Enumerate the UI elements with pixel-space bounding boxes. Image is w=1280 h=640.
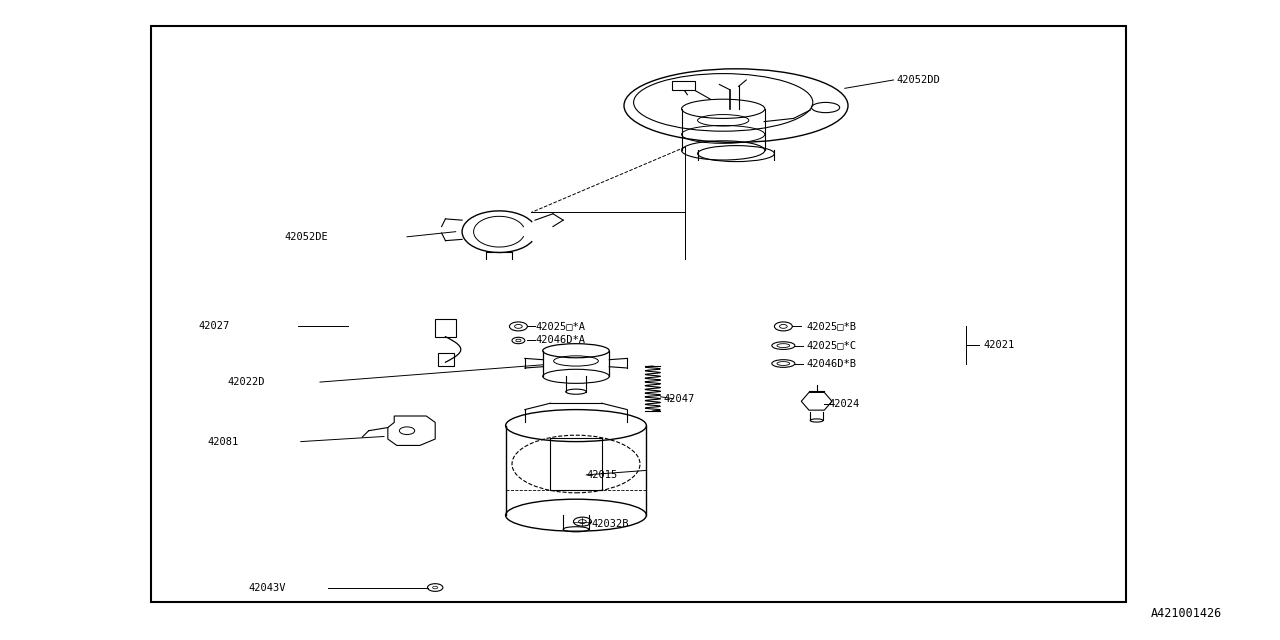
Text: 42024: 42024 (828, 399, 859, 410)
Text: A421001426: A421001426 (1151, 607, 1222, 620)
Text: 42025□*C: 42025□*C (806, 340, 856, 351)
Bar (151, 26, 1126, 602)
Text: 42021: 42021 (983, 340, 1014, 350)
Text: 42081: 42081 (207, 436, 238, 447)
Text: 42046D*B: 42046D*B (806, 358, 856, 369)
Text: 42047: 42047 (663, 394, 694, 404)
Text: 42025□*A: 42025□*A (535, 321, 585, 332)
Bar (438, 353, 454, 366)
Text: 42025□*B: 42025□*B (806, 321, 856, 332)
Bar (435, 319, 456, 337)
Text: 42052DE: 42052DE (284, 232, 328, 242)
Text: 42015: 42015 (586, 470, 617, 480)
Text: 42052DD: 42052DD (896, 75, 940, 85)
Text: 42032B: 42032B (591, 518, 628, 529)
Text: 42027: 42027 (198, 321, 229, 332)
Text: 42043V: 42043V (248, 582, 285, 593)
Text: 42022D: 42022D (228, 377, 265, 387)
Bar (672, 81, 695, 90)
Text: 42046D*A: 42046D*A (535, 335, 585, 346)
